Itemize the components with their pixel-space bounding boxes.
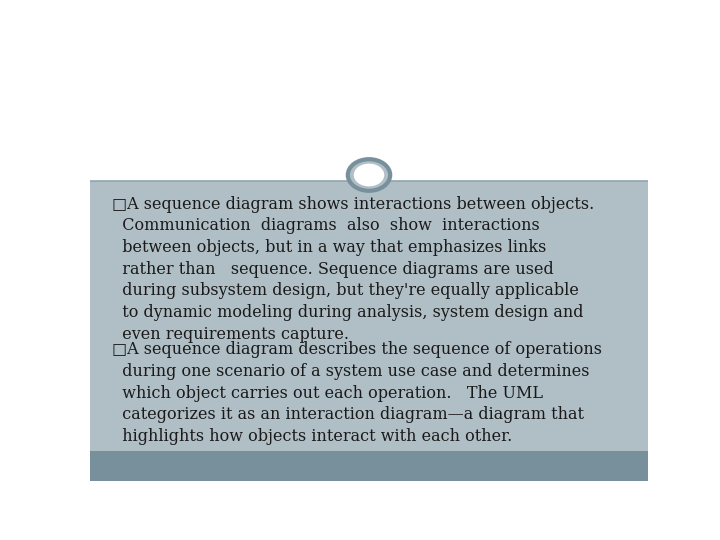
Text: □A sequence diagram describes the sequence of operations: □A sequence diagram describes the sequen… [112, 341, 603, 359]
Bar [90, 451, 648, 481]
Text: between objects, but in a way that emphasizes links: between objects, but in a way that empha… [112, 239, 546, 256]
Text: highlights how objects interact with each other.: highlights how objects interact with eac… [112, 428, 513, 445]
Text: □A sequence diagram shows interactions between objects.: □A sequence diagram shows interactions b… [112, 196, 595, 213]
Circle shape [354, 164, 384, 186]
Text: rather than   sequence. Sequence diagrams are used: rather than sequence. Sequence diagrams … [112, 261, 554, 278]
Text: which object carries out each operation.   The UML: which object carries out each operation.… [112, 384, 544, 402]
Text: categorizes it as an interaction diagram—a diagram that: categorizes it as an interaction diagram… [112, 406, 585, 423]
Bar [90, 181, 648, 451]
Text: during one scenario of a system use case and determines: during one scenario of a system use case… [112, 363, 590, 380]
Text: Communication  diagrams  also  show  interactions: Communication diagrams also show interac… [112, 218, 540, 234]
Bar [90, 65, 648, 181]
Text: even requirements capture.: even requirements capture. [112, 326, 349, 342]
Circle shape [348, 159, 390, 191]
Text: during subsystem design, but they're equally applicable: during subsystem design, but they're equ… [112, 282, 579, 299]
Text: to dynamic modeling during analysis, system design and: to dynamic modeling during analysis, sys… [112, 304, 584, 321]
